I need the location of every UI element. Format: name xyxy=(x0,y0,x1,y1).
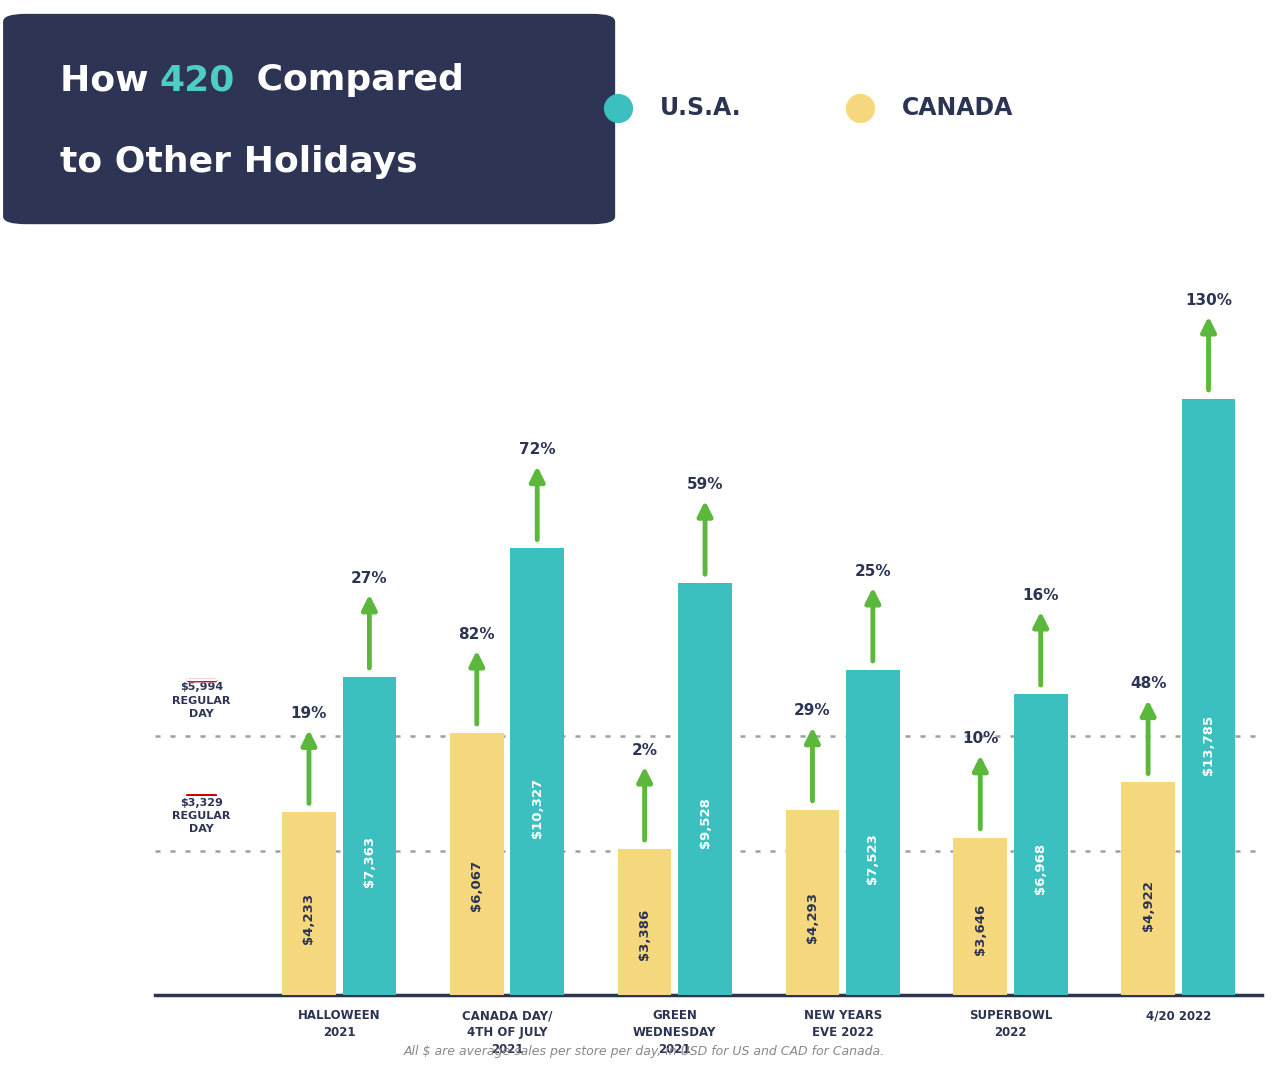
Text: $7,363: $7,363 xyxy=(363,836,376,887)
Text: CANADA: CANADA xyxy=(902,96,1012,120)
Text: $6,968: $6,968 xyxy=(1034,843,1047,895)
Text: 130%: 130% xyxy=(1185,292,1233,307)
Text: $3,386: $3,386 xyxy=(638,908,652,960)
Text: $3,646: $3,646 xyxy=(974,903,987,954)
Text: $10,327: $10,327 xyxy=(531,778,544,837)
Text: $7,523: $7,523 xyxy=(867,833,880,884)
Text: 59%: 59% xyxy=(687,477,724,492)
Bar xyxy=(510,549,564,995)
Text: $5,994
REGULAR
DAY: $5,994 REGULAR DAY xyxy=(173,683,231,718)
Text: to Other Holidays: to Other Holidays xyxy=(59,145,417,179)
Text: 19%: 19% xyxy=(291,705,327,721)
Text: $4,233: $4,233 xyxy=(303,893,316,945)
Text: $3,329
REGULAR
DAY: $3,329 REGULAR DAY xyxy=(173,797,231,834)
Text: How: How xyxy=(59,63,161,97)
Text: 48%: 48% xyxy=(1130,676,1167,691)
Text: Compared: Compared xyxy=(243,63,464,97)
Bar xyxy=(1014,694,1068,995)
Bar xyxy=(450,733,504,995)
Text: 82%: 82% xyxy=(459,626,495,642)
Bar xyxy=(1122,782,1175,995)
Text: U.S.A.: U.S.A. xyxy=(659,96,741,120)
Text: 10%: 10% xyxy=(962,731,998,747)
Text: $6,067: $6,067 xyxy=(470,859,483,911)
Text: 2%: 2% xyxy=(631,742,658,757)
Bar xyxy=(618,849,671,995)
Text: 16%: 16% xyxy=(1023,588,1059,603)
FancyBboxPatch shape xyxy=(3,14,616,224)
Bar xyxy=(282,813,336,995)
Text: All $ are average sales per store per day, in USD for US and CAD for Canada.: All $ are average sales per store per da… xyxy=(403,1045,885,1058)
Text: $4,922: $4,922 xyxy=(1141,881,1154,932)
Text: $4,293: $4,293 xyxy=(806,892,819,942)
Bar xyxy=(679,583,732,995)
Bar xyxy=(343,676,397,995)
Bar xyxy=(786,809,840,995)
Text: 72%: 72% xyxy=(519,443,555,458)
Bar xyxy=(1181,399,1235,995)
Bar xyxy=(846,670,900,995)
Text: 27%: 27% xyxy=(352,570,388,585)
Text: 420: 420 xyxy=(158,63,234,97)
Text: 25%: 25% xyxy=(854,564,891,579)
Text: 29%: 29% xyxy=(795,703,831,718)
Text: $13,785: $13,785 xyxy=(1202,715,1215,775)
Bar xyxy=(953,837,1007,995)
Text: $9,528: $9,528 xyxy=(698,796,711,847)
